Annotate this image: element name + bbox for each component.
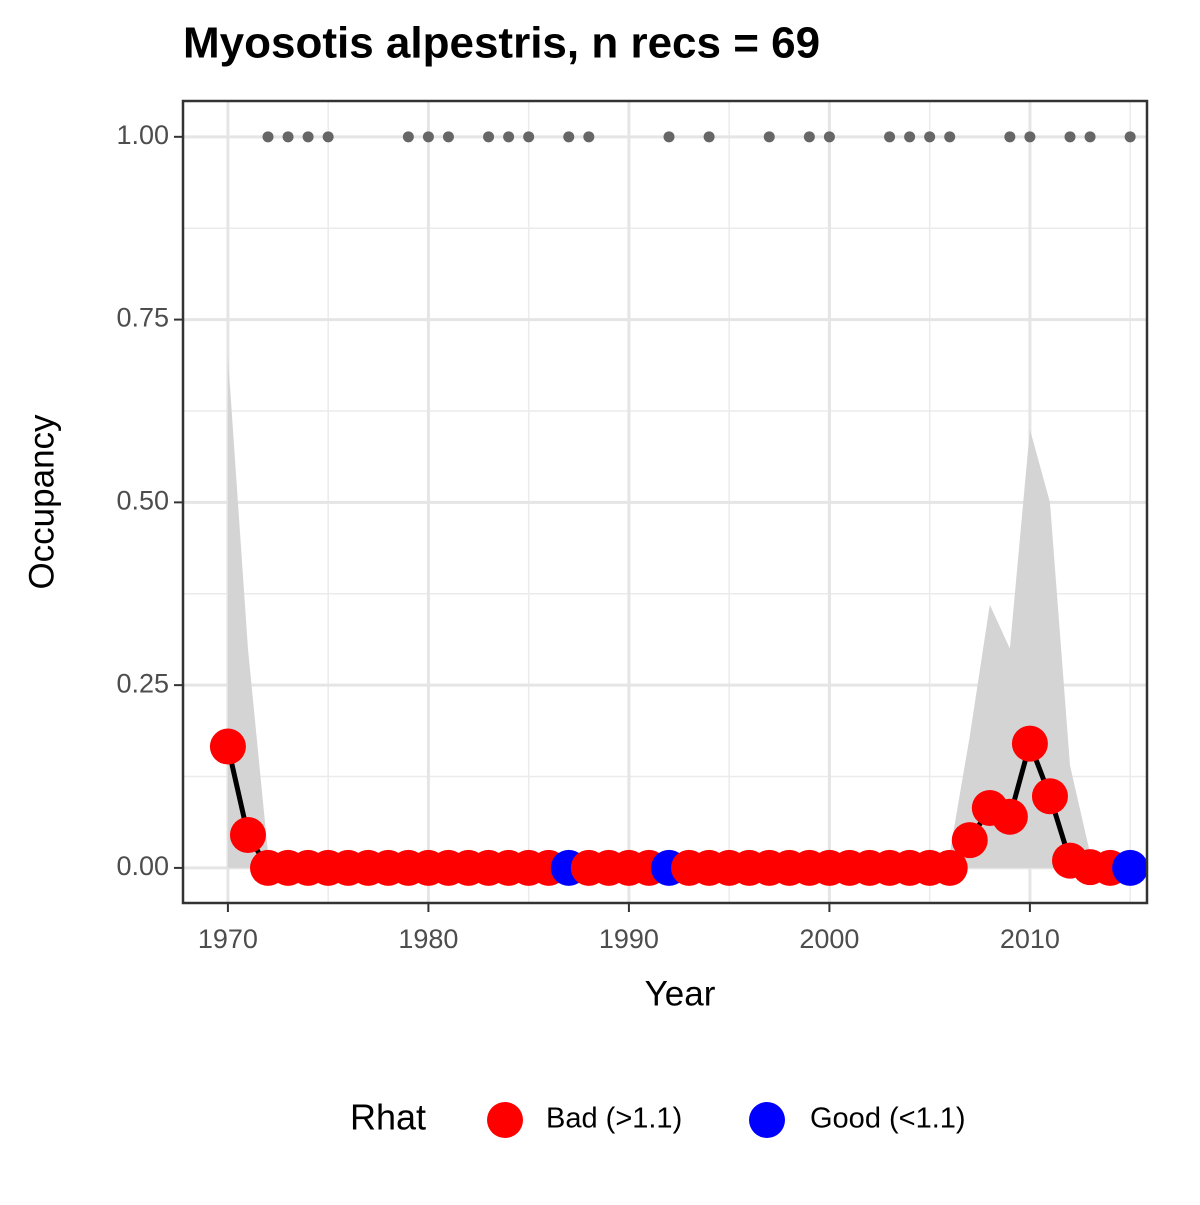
record-dot	[803, 131, 815, 143]
y-tick-label: 0.75	[116, 303, 169, 333]
record-dot	[563, 131, 575, 143]
record-dot	[924, 131, 936, 143]
occupancy-point	[209, 728, 246, 765]
record-dot	[422, 131, 434, 143]
y-tick-label: 1.00	[116, 120, 169, 150]
record-dot	[1084, 131, 1096, 143]
x-tick-label: 1990	[599, 924, 659, 954]
chart-title: Myosotis alpestris, n recs = 69	[183, 19, 820, 68]
occupancy-point	[991, 798, 1028, 835]
y-tick-label: 0.25	[116, 668, 169, 698]
record-dot	[442, 131, 454, 143]
occupancy-point	[1011, 725, 1048, 762]
record-dot	[1024, 131, 1036, 143]
legend-key	[487, 1102, 523, 1138]
plot-area: 0.00 0.25 0.50 0.75 1.00 1970 1980 1990 2000 2010	[116, 99, 1149, 954]
x-tick-label: 1970	[198, 924, 258, 954]
occupancy-point	[931, 849, 968, 886]
y-tick-label: 0.50	[116, 485, 169, 515]
occupancy-point	[229, 817, 266, 854]
record-dot	[1124, 131, 1136, 143]
record-dot	[884, 131, 896, 143]
occupancy-point	[1031, 778, 1068, 815]
record-dot	[483, 131, 495, 143]
record-dot	[763, 131, 775, 143]
record-dot	[282, 131, 294, 143]
record-dot	[823, 131, 835, 143]
panel-border	[181, 99, 1149, 905]
legend-label: Bad (>1.1)	[546, 1103, 682, 1135]
legend: Rhat Bad (>1.1) Good (<1.1)	[350, 1097, 966, 1138]
x-tick-label: 2000	[799, 924, 859, 954]
legend-title: Rhat	[350, 1097, 426, 1138]
x-tick-label: 1980	[398, 924, 458, 954]
occupancy-point	[1112, 849, 1149, 886]
occupancy-point	[951, 822, 988, 859]
y-axis-title: Occupancy	[22, 414, 61, 590]
y-tick-label: 0.00	[116, 851, 169, 881]
record-dot	[402, 131, 414, 143]
record-dot	[663, 131, 675, 143]
confidence-band	[227, 356, 1131, 868]
record-dot	[503, 131, 515, 143]
record-dot	[262, 131, 274, 143]
record-dot	[523, 131, 535, 143]
record-dot	[1004, 131, 1016, 143]
record-dot	[944, 131, 956, 143]
legend-key	[749, 1102, 785, 1138]
x-axis-title: Year	[645, 974, 716, 1013]
record-dot	[583, 131, 595, 143]
record-dot	[703, 131, 715, 143]
x-tick-label: 2010	[1000, 924, 1060, 954]
record-dot	[322, 131, 334, 143]
record-dot	[302, 131, 314, 143]
record-dot	[1064, 131, 1076, 143]
legend-label: Good (<1.1)	[810, 1103, 966, 1135]
record-dot	[904, 131, 916, 143]
